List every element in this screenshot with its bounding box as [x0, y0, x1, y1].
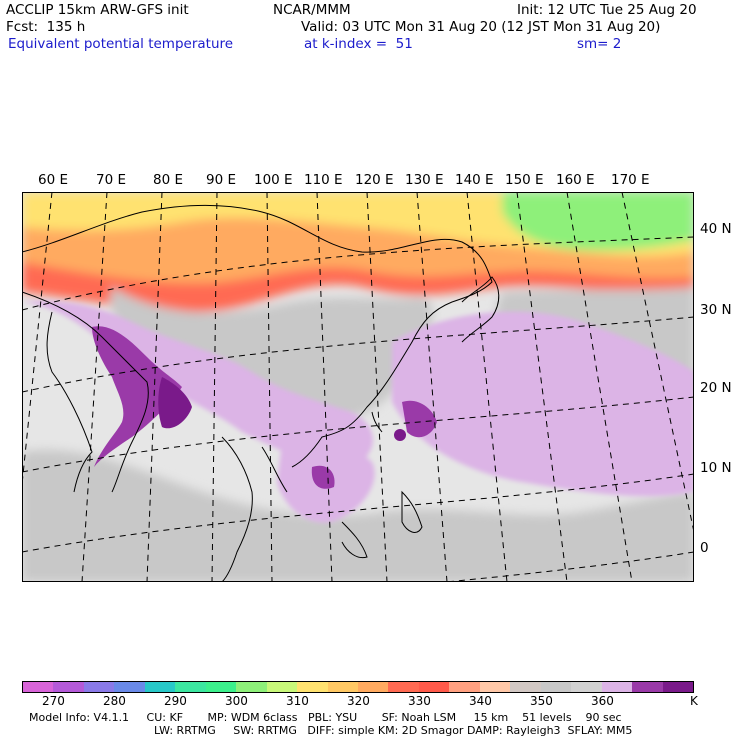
colorbar-unit: K: [690, 694, 698, 708]
colorbar: [22, 681, 694, 693]
colorbar-swatch: [357, 682, 389, 692]
colorbar-swatch: [144, 682, 176, 692]
purple-core-area: [158, 377, 192, 429]
colorbar-swatch: [540, 682, 572, 692]
colorbar-swatch: [53, 682, 84, 692]
colorbar-swatch: [601, 682, 633, 692]
lon-label: 130 E: [405, 172, 444, 188]
lat-label: 40 N: [700, 221, 732, 237]
lat-label: 30 N: [700, 302, 732, 318]
colorbar-swatch: [236, 682, 267, 692]
lon-label: 160 E: [556, 172, 595, 188]
colorbar-swatch: [114, 682, 145, 692]
lat-label: 20 N: [700, 380, 732, 396]
organization-label: NCAR/MMM: [273, 2, 351, 18]
lon-label: 120 E: [355, 172, 394, 188]
colorbar-swatch: [510, 682, 541, 692]
colorbar-swatch: [23, 682, 54, 692]
colorbar-label: 330: [408, 694, 431, 708]
coastlines: [22, 204, 500, 582]
colorbar-swatch: [205, 682, 237, 692]
lat-label: 0: [700, 540, 709, 556]
colorbar-swatch: [266, 682, 298, 692]
colorbar-label: 360: [591, 694, 614, 708]
lon-label: 70 E: [96, 172, 126, 188]
purple-core-area: [92, 326, 182, 467]
model-title: ACCLIP 15km ARW-GFS init: [6, 2, 189, 18]
lon-label: 100 E: [254, 172, 293, 188]
green-field: [502, 192, 694, 251]
lon-label: 90 E: [206, 172, 236, 188]
theta-e-map: [22, 192, 694, 582]
lon-label: 80 E: [153, 172, 183, 188]
valid-time: Valid: 03 UTC Mon 31 Aug 20 (12 JST Mon …: [301, 19, 661, 35]
colorbar-swatch: [297, 682, 328, 692]
colorbar-label: 310: [286, 694, 309, 708]
colorbar-label: 350: [530, 694, 553, 708]
model-info-line2: LW: RRTMG SW: RRTMG DIFF: simple KM: 2D …: [154, 724, 633, 737]
colorbar-swatch: [662, 682, 693, 692]
colorbar-swatch: [175, 682, 206, 692]
lon-label: 110 E: [304, 172, 343, 188]
colorbar-label: 290: [164, 694, 187, 708]
colorbar-label: 270: [42, 694, 65, 708]
lon-label: 140 E: [455, 172, 494, 188]
typhoon-core: [394, 429, 406, 441]
colorbar-swatch: [83, 682, 115, 692]
smoothing-label: sm= 2: [577, 36, 622, 52]
map-canvas: [22, 192, 694, 582]
graticule: [22, 192, 694, 582]
colorbar-swatch: [632, 682, 663, 692]
colorbar-label: 340: [469, 694, 492, 708]
lon-label: 60 E: [38, 172, 68, 188]
grey-south-field: [22, 450, 694, 582]
forecast-hour: Fcst: 135 h: [6, 19, 86, 35]
lavender-area: [392, 311, 694, 497]
purple-core-area: [402, 400, 437, 438]
colorbar-label: 320: [347, 694, 370, 708]
colorbar-swatch: [418, 682, 450, 692]
colorbar-swatch: [449, 682, 480, 692]
grey-landmass-field: [110, 287, 433, 426]
colorbar-swatch: [388, 682, 419, 692]
map-frame: [22, 192, 694, 582]
field-name: Equivalent potential temperature: [8, 36, 234, 52]
colorbar-swatch: [327, 682, 358, 692]
level-label: at k-index = 51: [304, 36, 413, 52]
colorbar-label: 280: [103, 694, 126, 708]
colorbar-label: 300: [225, 694, 248, 708]
model-info-line1: Model Info: V4.1.1 CU: KF MP: WDM 6class…: [29, 711, 622, 724]
lat-label: 10 N: [700, 460, 732, 476]
colorbar-swatch: [571, 682, 602, 692]
purple-core-area: [311, 465, 335, 489]
init-time: Init: 12 UTC Tue 25 Aug 20: [517, 2, 697, 18]
lon-label: 170 E: [611, 172, 650, 188]
colorbar-swatch: [479, 682, 511, 692]
lon-label: 150 E: [505, 172, 544, 188]
